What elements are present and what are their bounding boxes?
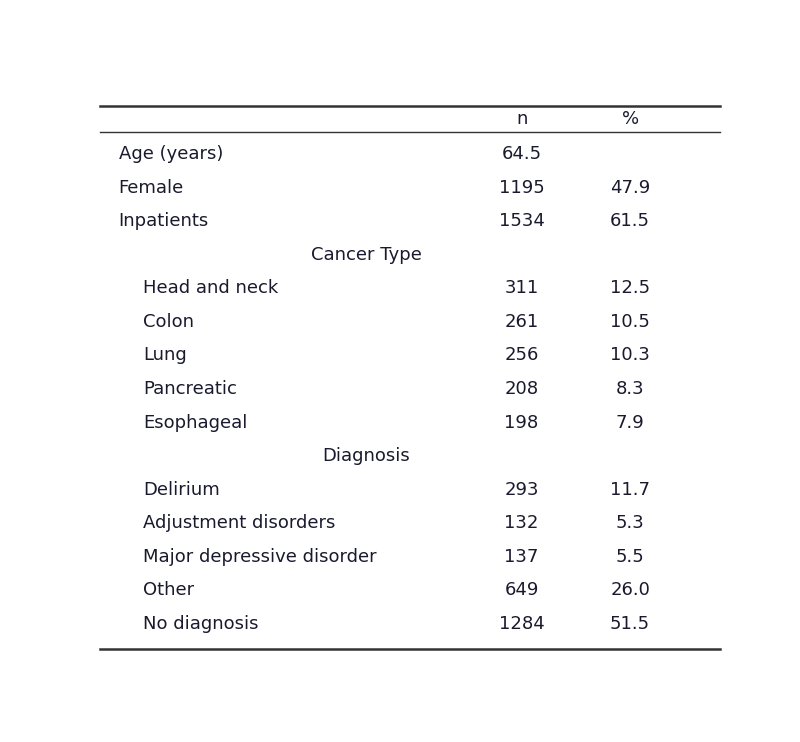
Text: Other: Other	[143, 581, 194, 600]
Text: Pancreatic: Pancreatic	[143, 380, 238, 398]
Text: 293: 293	[504, 481, 539, 499]
Text: n: n	[516, 111, 527, 128]
Text: %: %	[622, 111, 638, 128]
Text: 47.9: 47.9	[610, 179, 650, 197]
Text: 26.0: 26.0	[610, 581, 650, 600]
Text: Cancer Type: Cancer Type	[311, 246, 422, 264]
Text: Female: Female	[118, 179, 184, 197]
Text: 198: 198	[505, 413, 538, 432]
Text: Esophageal: Esophageal	[143, 413, 248, 432]
Text: 8.3: 8.3	[616, 380, 645, 398]
Text: 5.5: 5.5	[616, 548, 645, 565]
Text: 64.5: 64.5	[502, 145, 542, 163]
Text: 256: 256	[505, 347, 538, 364]
Text: 1284: 1284	[498, 615, 545, 633]
Text: 10.5: 10.5	[610, 313, 650, 331]
Text: Adjustment disorders: Adjustment disorders	[143, 514, 336, 532]
Text: 11.7: 11.7	[610, 481, 650, 499]
Text: Lung: Lung	[143, 347, 187, 364]
Text: Diagnosis: Diagnosis	[322, 447, 410, 465]
Text: Colon: Colon	[143, 313, 194, 331]
Text: Delirium: Delirium	[143, 481, 220, 499]
Text: 137: 137	[505, 548, 538, 565]
Text: 311: 311	[505, 280, 538, 298]
Text: 1195: 1195	[498, 179, 545, 197]
Text: 51.5: 51.5	[610, 615, 650, 633]
Text: Major depressive disorder: Major depressive disorder	[143, 548, 377, 565]
Text: Inpatients: Inpatients	[118, 212, 209, 230]
Text: 132: 132	[505, 514, 538, 532]
Text: 208: 208	[505, 380, 538, 398]
Text: Age (years): Age (years)	[118, 145, 223, 163]
Text: 7.9: 7.9	[616, 413, 645, 432]
Text: 10.3: 10.3	[610, 347, 650, 364]
Text: 649: 649	[505, 581, 538, 600]
Text: 61.5: 61.5	[610, 212, 650, 230]
Text: No diagnosis: No diagnosis	[143, 615, 259, 633]
Text: 5.3: 5.3	[616, 514, 645, 532]
Text: Head and neck: Head and neck	[143, 280, 278, 298]
Text: 12.5: 12.5	[610, 280, 650, 298]
Text: 1534: 1534	[498, 212, 545, 230]
Text: 261: 261	[505, 313, 538, 331]
